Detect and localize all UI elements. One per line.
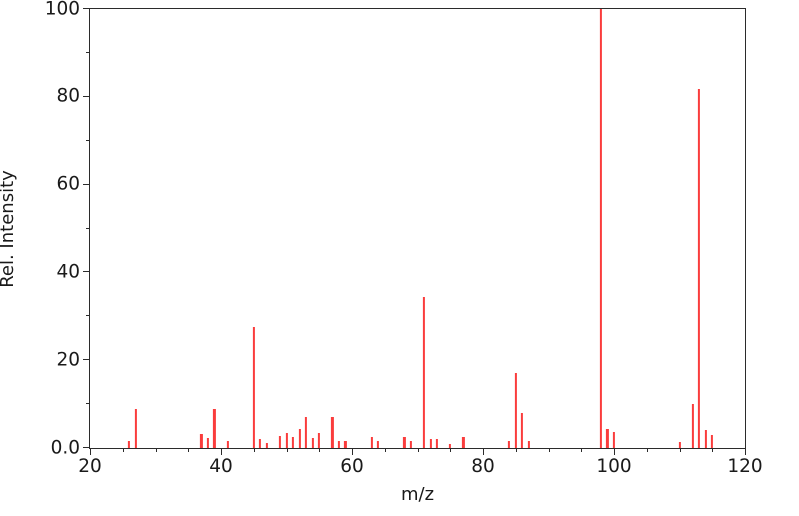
spectrum-peak xyxy=(128,440,131,448)
spectrum-peak xyxy=(527,441,530,448)
y-axis-tick xyxy=(83,359,90,361)
spectrum-peak xyxy=(278,435,282,448)
spectrum-peak xyxy=(265,442,268,448)
spectrum-peak xyxy=(213,408,216,448)
spectrum-peak xyxy=(462,436,465,448)
y-axis-tick xyxy=(83,447,90,448)
peaks-layer xyxy=(90,9,745,448)
spectrum-peak xyxy=(226,440,229,448)
x-axis-tick-label: 60 xyxy=(340,456,364,477)
x-axis-tick-label: 80 xyxy=(471,456,495,477)
spectrum-peak xyxy=(521,412,524,448)
y-axis-tick-label: 20 xyxy=(56,348,80,370)
spectrum-peak xyxy=(134,408,137,448)
x-axis-label: m/z xyxy=(400,484,435,505)
x-axis-tick xyxy=(90,448,91,455)
x-axis-minor-tick xyxy=(188,448,190,452)
x-axis-tick-label: 20 xyxy=(78,456,102,477)
x-axis-minor-tick xyxy=(646,448,648,452)
spectrum-peak xyxy=(377,440,380,448)
spectrum-peak xyxy=(403,437,406,448)
spectrum-peak xyxy=(200,433,203,448)
x-axis-minor-tick xyxy=(155,448,157,452)
y-axis-tick xyxy=(83,8,90,9)
x-axis-tick-label: 100 xyxy=(596,456,632,477)
spectrum-peak xyxy=(704,430,707,448)
spectrum-peak xyxy=(508,440,511,448)
x-axis-tick xyxy=(745,448,746,455)
y-axis-label: Rel. Intensity xyxy=(0,170,18,288)
spectrum-peak xyxy=(409,440,413,448)
spectrum-peak xyxy=(298,429,301,448)
x-axis-minor-tick xyxy=(319,448,321,452)
x-axis-minor-tick xyxy=(286,448,288,452)
spectrum-peak xyxy=(436,439,439,448)
y-axis-tick-label: 0.0 xyxy=(50,436,80,458)
spectrum-peak xyxy=(422,296,426,448)
y-axis-tick-label: 60 xyxy=(56,173,80,195)
y-axis-minor-tick xyxy=(86,139,90,141)
spectrum-peak xyxy=(370,436,373,448)
spectrum-peak xyxy=(252,327,255,448)
y-axis-tick-label: 40 xyxy=(56,261,80,283)
spectrum-peak xyxy=(305,417,308,448)
spectrum-peak xyxy=(344,440,347,448)
spectrum-peak xyxy=(331,417,334,448)
x-axis-tick xyxy=(352,448,353,455)
y-axis-minor-tick xyxy=(86,51,90,53)
spectrum-peak xyxy=(678,441,681,448)
x-axis-minor-tick xyxy=(581,448,583,452)
x-axis-tick-label: 40 xyxy=(209,456,233,477)
spectrum-peak xyxy=(291,437,295,448)
x-axis-tick-label: 120 xyxy=(727,456,763,477)
x-axis-minor-tick xyxy=(712,448,714,452)
x-axis-minor-tick xyxy=(548,448,550,452)
spectrum-peak xyxy=(698,89,701,448)
y-axis-tick-label: 80 xyxy=(56,85,80,107)
x-axis-minor-tick xyxy=(122,448,124,452)
x-axis-minor-tick xyxy=(450,448,452,452)
spectrum-peak xyxy=(711,434,714,448)
x-axis-minor-tick xyxy=(515,448,517,452)
spectrum-peak xyxy=(606,429,609,448)
x-axis-minor-tick xyxy=(417,448,419,452)
x-axis-minor-tick xyxy=(679,448,681,452)
y-axis-tick xyxy=(83,271,90,273)
spectrum-peak xyxy=(206,437,209,448)
y-axis-minor-tick xyxy=(86,403,90,405)
spectrum-peak xyxy=(691,404,694,448)
spectrum-peak xyxy=(429,439,432,448)
spectrum-peak xyxy=(318,432,321,448)
x-axis-minor-tick xyxy=(253,448,255,452)
spectrum-peak xyxy=(449,443,452,448)
y-axis-minor-tick xyxy=(86,227,90,229)
spectrum-peak xyxy=(311,437,314,448)
spectrum-peak xyxy=(599,9,602,448)
x-axis-tick xyxy=(483,448,484,455)
x-axis-minor-tick xyxy=(384,448,386,452)
spectrum-peak xyxy=(259,439,262,448)
spectrum-peak xyxy=(612,432,616,448)
x-axis-tick xyxy=(614,448,615,455)
spectrum-peak xyxy=(285,432,288,448)
x-axis-tick xyxy=(221,448,222,455)
y-axis-tick-label: 100 xyxy=(44,0,80,19)
spectrum-peak xyxy=(337,441,340,448)
y-axis-minor-tick xyxy=(86,315,90,317)
y-axis-tick xyxy=(83,183,90,185)
spectrum-peak xyxy=(514,373,517,448)
y-axis-tick xyxy=(83,95,90,97)
plot-area: 0.0 20 40 60 80 100 20 40 60 80 100 120 xyxy=(45,0,763,476)
